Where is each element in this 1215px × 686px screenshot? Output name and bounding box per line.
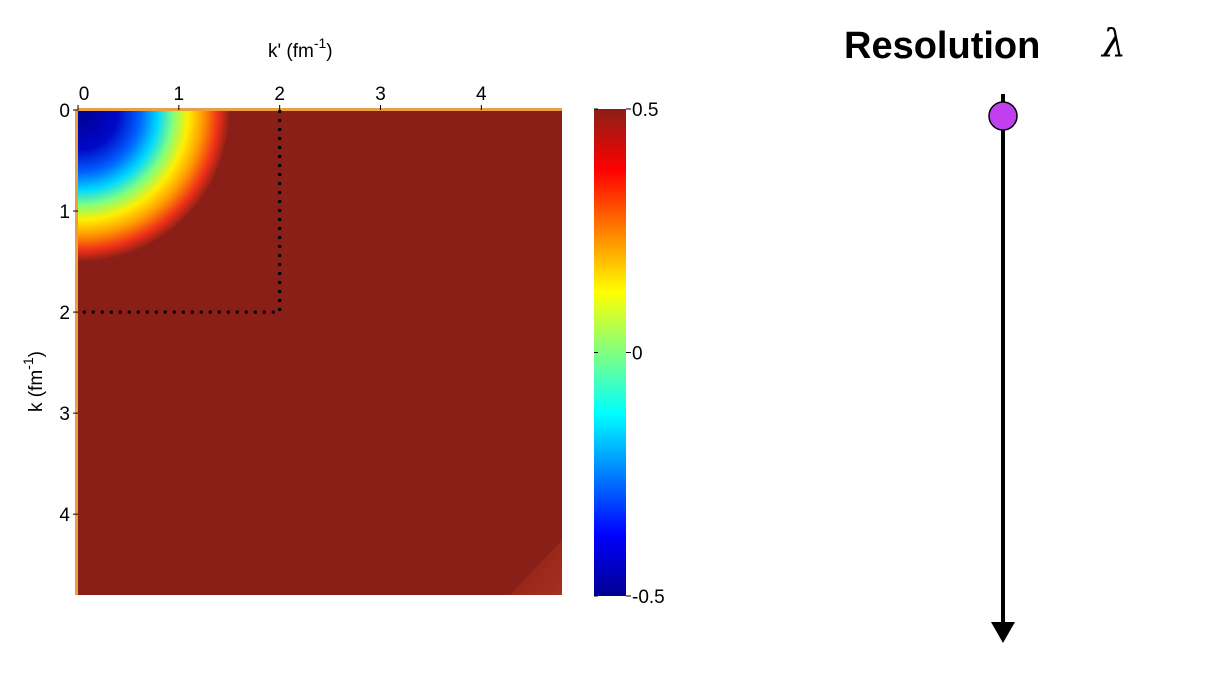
resolution-arrow-head xyxy=(991,622,1015,643)
y-tick-label: 1 xyxy=(59,202,70,223)
x-tick-label: 2 xyxy=(274,84,285,105)
y-axis-label: k (fm-1) xyxy=(20,351,47,412)
y-tick-label: 3 xyxy=(59,404,70,425)
heatmap-plot: 0 1 2 3 4 0 1 2 3 4 k' (fm-1) k (fm-1) xyxy=(20,35,562,595)
colorbar-ticks: 0.5 0 -0.5 xyxy=(594,100,665,608)
x-tick-label: 4 xyxy=(476,84,487,105)
y-ticks: 0 1 2 3 4 xyxy=(59,101,78,526)
colorbar-tick-label: -0.5 xyxy=(632,587,665,608)
x-tick-label: 3 xyxy=(375,84,386,105)
heatmap-top-edge-band xyxy=(78,108,562,111)
resolution-panel: Resolution λ xyxy=(844,21,1126,643)
resolution-title: Resolution xyxy=(844,25,1040,67)
colorbar-tick-label: 0 xyxy=(632,344,643,365)
y-tick-label: 0 xyxy=(59,101,70,122)
y-tick-label: 4 xyxy=(59,505,70,526)
x-tick-label: 0 xyxy=(79,84,90,105)
y-tick-label: 2 xyxy=(59,303,70,324)
colorbar-scale xyxy=(594,109,626,596)
x-tick-label: 1 xyxy=(174,84,185,105)
resolution-marker xyxy=(988,101,1018,131)
heatmap-negative-region xyxy=(78,110,230,262)
resolution-lambda-symbol: λ xyxy=(1100,21,1126,65)
x-ticks: 0 1 2 3 4 xyxy=(77,84,487,110)
colorbar-tick-label: 0.5 xyxy=(632,100,658,121)
heatmap-left-edge-band xyxy=(75,110,78,595)
x-axis-label: k' (fm-1) xyxy=(268,35,333,62)
colorbar: 0.5 0 -0.5 xyxy=(594,100,665,608)
heatmap-corner-feature xyxy=(510,540,562,595)
